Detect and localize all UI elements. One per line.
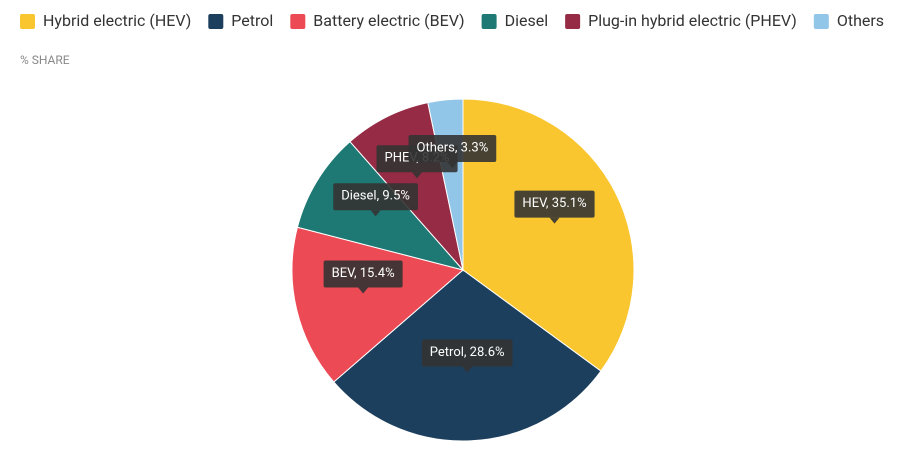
legend-label: Battery electric (BEV)	[313, 11, 464, 30]
data-label: HEV, 35.1%	[514, 190, 595, 224]
data-label-box	[514, 190, 595, 218]
data-label-text: Diesel, 9.5%	[341, 189, 410, 204]
legend-swatch	[290, 14, 306, 29]
data-label: BEV, 15.4%	[323, 260, 403, 294]
legend-label: Others	[837, 11, 884, 30]
legend-label: Plug-in hybrid electric (PHEV)	[588, 11, 797, 30]
data-label: Diesel, 9.5%	[333, 183, 418, 217]
data-labels: HEV, 35.1% Petrol, 28.6% BEV, 15.4% Diesel,…	[323, 134, 595, 373]
data-label-pointer	[412, 172, 423, 179]
legend-swatch	[481, 14, 497, 29]
legend-swatch	[208, 14, 224, 29]
data-label-text: Others, 3.3%	[417, 140, 489, 155]
legend-swatch	[813, 14, 829, 29]
data-label-pointer	[447, 161, 458, 168]
data-label-box	[408, 134, 497, 162]
data-label-box	[323, 260, 403, 288]
data-label-pointer	[549, 217, 560, 224]
data-label-text: HEV, 35.1%	[522, 196, 586, 211]
data-label-box	[421, 339, 513, 367]
data-label-pointer	[370, 210, 381, 217]
legend-label: Petrol	[231, 11, 273, 30]
data-label-pointer	[358, 287, 369, 294]
data-label-box	[333, 183, 418, 211]
legend-swatch	[20, 14, 35, 29]
pie-slice	[462, 98, 635, 372]
data-label: Others, 3.3%	[408, 134, 497, 168]
legend-label: Diesel	[505, 11, 549, 30]
data-label-text: Petrol, 28.6%	[430, 345, 505, 360]
data-label-pointer	[462, 366, 473, 373]
data-label-text: BEV, 15.4%	[332, 266, 395, 281]
chart-subtitle: % SHARE	[20, 53, 70, 67]
legend-swatch	[565, 14, 581, 29]
data-label: Petrol, 28.6%	[421, 339, 513, 373]
legend-label: Hybrid electric (HEV)	[43, 11, 191, 30]
legend: Hybrid electric (HEV) Petrol Battery elect…	[20, 11, 884, 30]
